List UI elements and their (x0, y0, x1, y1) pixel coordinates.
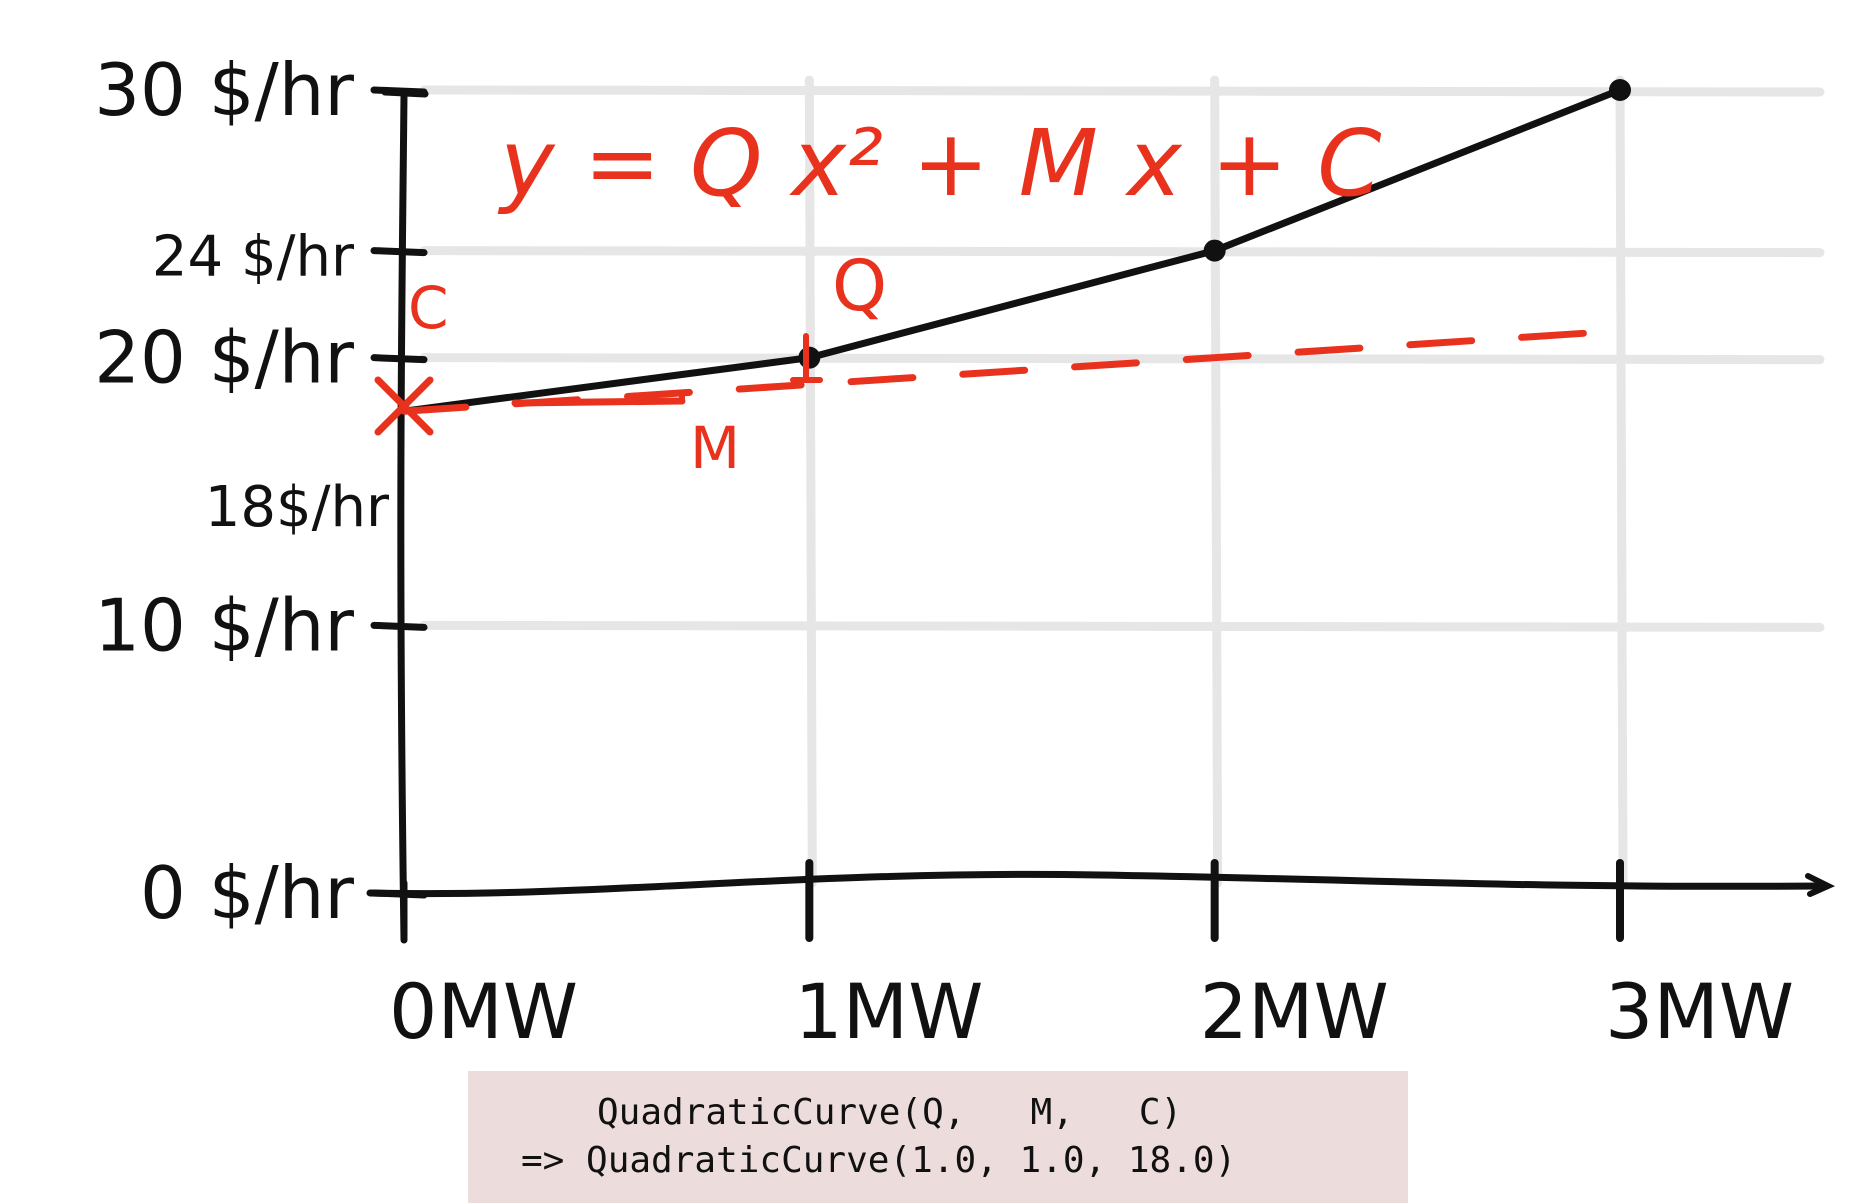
y-gridline (419, 620, 1825, 632)
x-axis-line (366, 870, 1829, 898)
tangent-line (400, 327, 1624, 415)
code-line-1: QuadraticCurve(Q, M, C) (597, 1092, 1183, 1133)
equation-label: y = Q x² + M x + C (497, 110, 1381, 217)
series (400, 79, 1631, 415)
q-gap-marker (790, 333, 823, 383)
q-label: Q (832, 245, 887, 327)
y-tick-label: 20 $/hr (94, 316, 354, 400)
x-tick-label: 2MW (1200, 967, 1389, 1056)
y-tick-label: 24 $/hr (152, 225, 355, 290)
code-line-2: => QuadraticCurve(1.0, 1.0, 18.0) (521, 1140, 1237, 1181)
y-tick-mark (370, 621, 428, 631)
data-point (798, 346, 821, 369)
quadratic-cost-chart: 0 $/hr 10 $/hr 18$/hr 20 $/hr 24 $/hr 30 $/hr… (94, 48, 1836, 1056)
cost-curve-line (400, 86, 1624, 415)
m-label: M (690, 414, 740, 482)
x-tick-label: 0MW (389, 967, 578, 1056)
y-tick-mark (370, 86, 428, 96)
x-gridline (1210, 75, 1223, 888)
y-tick-mark (370, 889, 428, 899)
x-gridline (804, 75, 817, 888)
y-tick-mark (370, 354, 428, 364)
x-axis-arrowhead (1805, 873, 1836, 897)
data-point (1203, 239, 1226, 262)
grid (419, 75, 1825, 888)
annotations: y = Q x² + M x + C C Q M (374, 110, 1381, 482)
y-tick-label: 10 $/hr (94, 583, 354, 667)
intercept-x-marker (374, 376, 434, 436)
x-gridline (1615, 75, 1628, 888)
y-tick-mark (370, 247, 428, 257)
y-ticks: 0 $/hr 10 $/hr 18$/hr 20 $/hr 24 $/hr 30 $/hr (94, 48, 428, 935)
y-gridline (419, 353, 1825, 365)
c-label: C (408, 274, 449, 342)
slope-run-line (511, 397, 686, 407)
axes (366, 88, 1836, 944)
y-axis-line (397, 91, 408, 944)
y-tick-label: 18$/hr (205, 475, 390, 540)
code-snippet: QuadraticCurve(Q, M, C) => QuadraticCurv… (468, 1071, 1408, 1203)
y-tick-label: 30 $/hr (94, 48, 354, 132)
data-point (1609, 79, 1631, 101)
y-tick-label: 0 $/hr (140, 851, 354, 935)
x-ticks: 0MW 1MW 2MW 3MW (389, 859, 1794, 1056)
y-gridline (419, 246, 1825, 258)
x-tick-label: 3MW (1605, 967, 1794, 1056)
x-tick-label: 1MW (794, 967, 983, 1056)
y-gridline (419, 85, 1825, 97)
